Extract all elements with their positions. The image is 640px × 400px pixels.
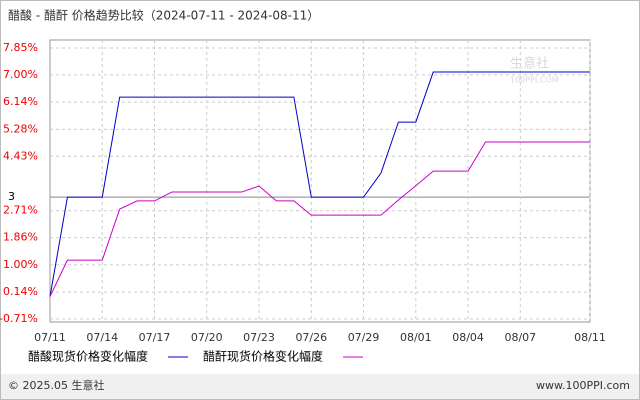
chart-title: 醋酸 - 醋酐 价格趋势比较（2024-07-11 - 2024-08-11） (8, 8, 319, 23)
series-line (49, 141, 590, 297)
y-tick-label: 1.86% (3, 231, 38, 244)
y-tick-label: 2.71% (3, 204, 38, 217)
reference-label: 3 (8, 190, 15, 203)
x-tick-label: 08/01 (400, 331, 432, 344)
watermark: 生意社 (510, 56, 549, 72)
x-tick-label: 07/14 (86, 331, 118, 344)
watermark: 100PPI.COM (510, 76, 559, 85)
x-tick-label: 07/29 (348, 331, 380, 344)
y-tick-label: 7.00% (3, 68, 38, 81)
y-tick-label: -0.71% (0, 312, 38, 325)
footer-right: www.100PPI.com (536, 379, 630, 392)
footer-band (1, 374, 639, 399)
y-tick-label: 7.85% (3, 41, 38, 54)
x-tick-label: 08/07 (504, 331, 536, 344)
x-tick-label: 07/20 (191, 331, 223, 344)
footer-left: © 2025.05 生意社 (8, 378, 104, 392)
x-tick-label: 07/26 (295, 331, 327, 344)
y-tick-label: 4.43% (3, 149, 38, 162)
plot-area (49, 39, 591, 323)
legend-label: 醋酐现货价格变化幅度 (203, 349, 323, 364)
x-tick-label: 08/04 (452, 331, 484, 344)
legend-label: 醋酸现货价格变化幅度 (28, 349, 148, 364)
x-tick-label: 07/11 (34, 331, 66, 344)
y-tick-label: 5.28% (3, 122, 38, 135)
y-tick-label: 6.14% (3, 95, 38, 108)
x-tick-label: 08/11 (574, 331, 606, 344)
x-tick-label: 07/17 (139, 331, 171, 344)
y-tick-label: 1.00% (3, 258, 38, 271)
y-tick-label: 0.14% (3, 285, 38, 298)
series-line (49, 71, 590, 297)
x-tick-label: 07/23 (243, 331, 275, 344)
